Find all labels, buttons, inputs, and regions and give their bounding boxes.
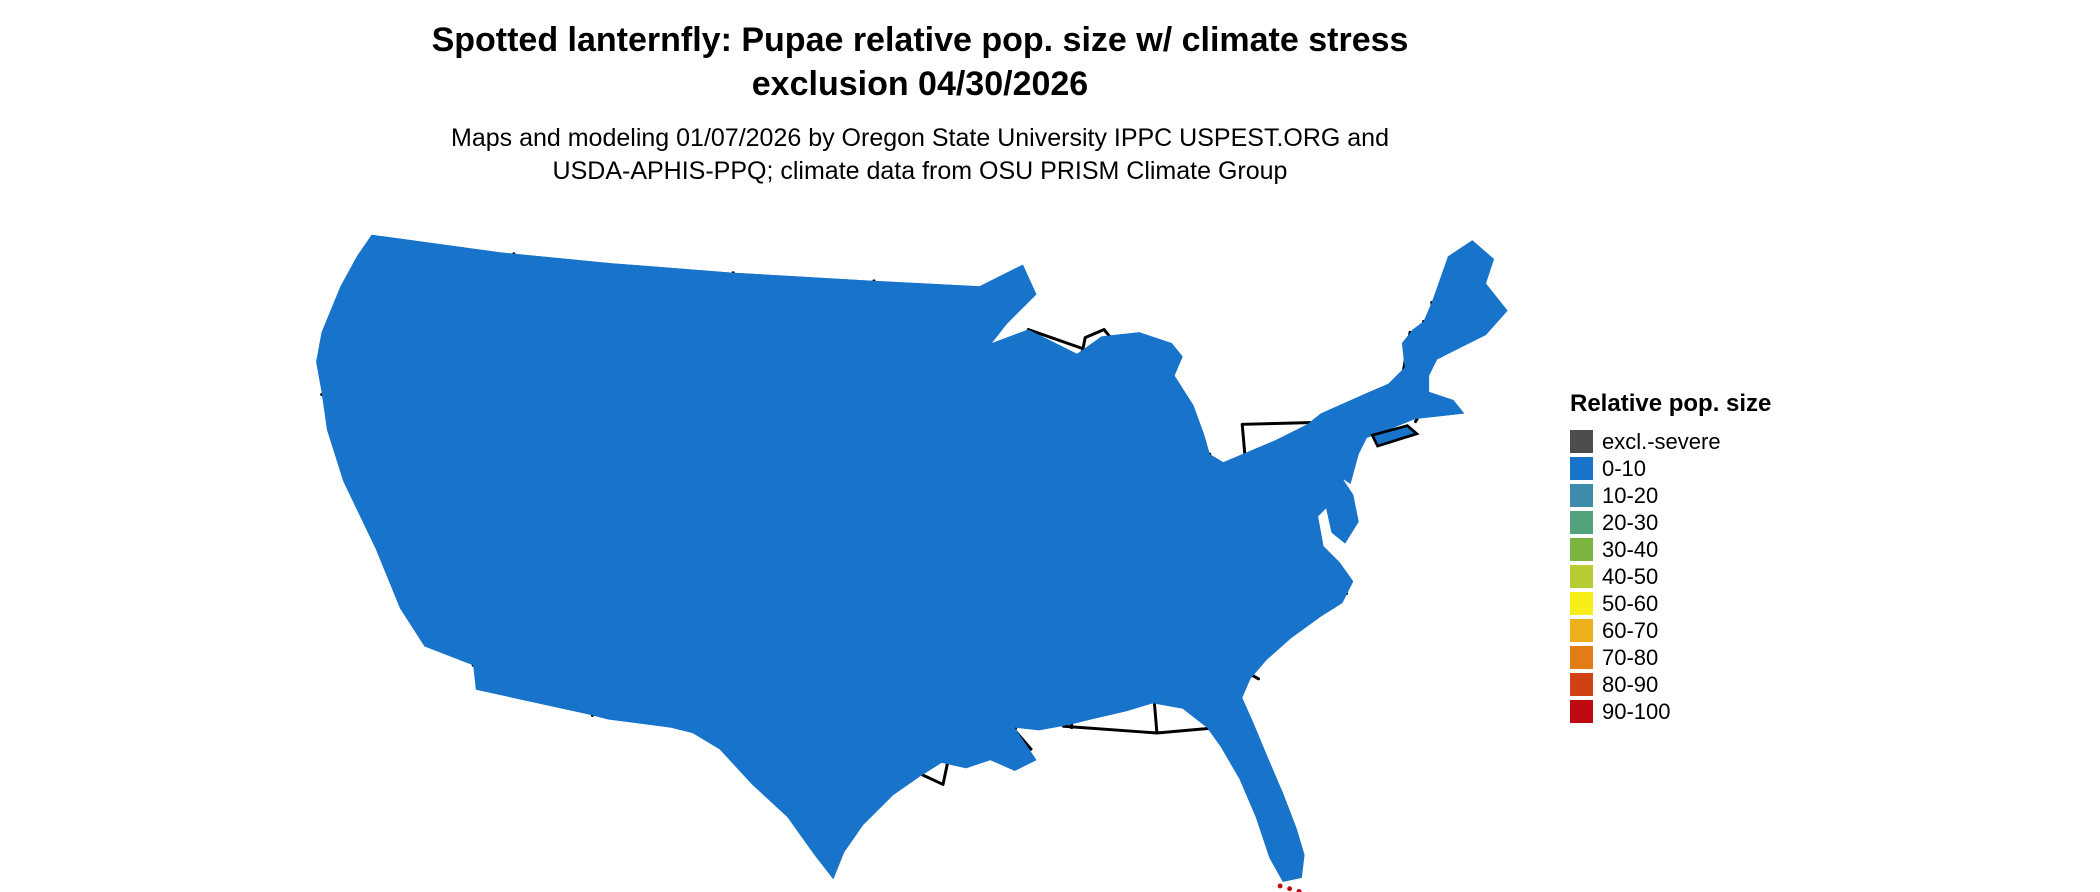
legend-item: 80-90: [1570, 671, 1870, 698]
map-subtitle-line1: Maps and modeling 01/07/2026 by Oregon S…: [451, 124, 1389, 153]
legend-label: 70-80: [1602, 644, 1659, 670]
florida-keys: [1277, 883, 1302, 892]
legend-item: 10-20: [1570, 482, 1870, 509]
map-title: Spotted lanternfly: Pupae relative pop. …: [0, 18, 1840, 106]
legend-item: 20-30: [1570, 509, 1870, 536]
header: Spotted lanternfly: Pupae relative pop. …: [0, 18, 1840, 188]
legend-label: 60-70: [1602, 617, 1659, 643]
legend-label: 50-60: [1602, 590, 1659, 616]
legend-swatch: [1570, 538, 1593, 561]
map-title-line1: Spotted lanternfly: Pupae relative pop. …: [431, 21, 1409, 59]
legend-item: 40-50: [1570, 563, 1870, 590]
us-outline-stroke: [314, 233, 1510, 884]
legend-title: Relative pop. size: [1570, 390, 1772, 417]
legend-swatch: [1570, 592, 1593, 615]
legend-swatch: [1570, 511, 1593, 534]
map-container: [270, 205, 1570, 892]
legend-label: 10-20: [1602, 482, 1659, 508]
legend-swatch: [1570, 673, 1593, 696]
legend-swatch: [1570, 646, 1593, 669]
legend-label: 80-90: [1602, 671, 1659, 697]
legend-swatch: [1570, 484, 1593, 507]
legend-item: 60-70: [1570, 617, 1870, 644]
legend-label: 90-100: [1602, 698, 1671, 724]
legend-items: excl.-severe 0-10 10-20 20-30 30-40 40-50 50-6…: [1570, 428, 1870, 725]
legend-label: 40-50: [1602, 563, 1659, 589]
long-island: [1370, 424, 1420, 448]
map-subtitle: Maps and modeling 01/07/2026 by Oregon S…: [0, 122, 1840, 188]
florida-speckle: [1292, 793, 1298, 800]
legend-item: 90-100: [1570, 698, 1870, 725]
legend-item: excl.-severe: [1570, 428, 1870, 455]
legend-swatch: [1570, 619, 1593, 642]
legend-label: 0-10: [1602, 455, 1647, 481]
legend-swatch: [1570, 430, 1593, 453]
legend-item: 50-60: [1570, 590, 1870, 617]
legend: Relative pop. size excl.-severe 0-10 10-20…: [1570, 390, 1870, 725]
legend-swatch: [1570, 565, 1593, 588]
map-title-line2: exclusion 04/30/2026: [751, 65, 1089, 104]
legend-label: 20-30: [1602, 509, 1659, 535]
legend-swatch: [1570, 457, 1593, 480]
legend-item: 30-40: [1570, 536, 1870, 563]
legend-label: excl.-severe: [1602, 428, 1721, 454]
us-map: [314, 233, 1510, 892]
legend-label: 30-40: [1602, 536, 1659, 562]
legend-swatch: [1570, 700, 1593, 723]
legend-item: 0-10: [1570, 455, 1870, 482]
map-subtitle-line2: USDA-APHIS-PPQ; climate data from OSU PR…: [552, 157, 1288, 186]
legend-item: 70-80: [1570, 644, 1870, 671]
